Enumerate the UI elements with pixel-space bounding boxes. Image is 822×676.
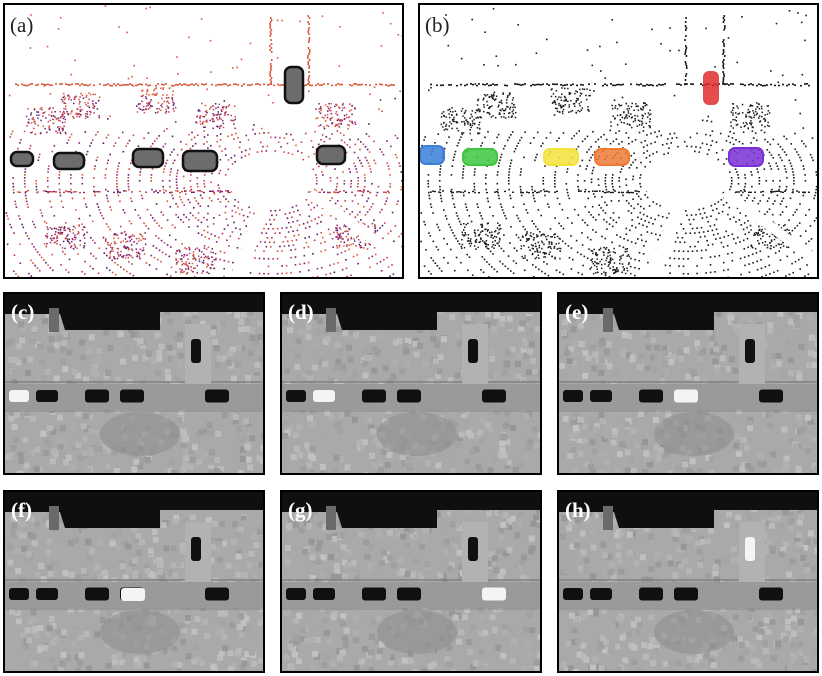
object-outline bbox=[728, 147, 764, 167]
car-mark bbox=[563, 588, 583, 600]
car-mark bbox=[120, 389, 144, 403]
map-image-f bbox=[5, 492, 263, 671]
car-mark bbox=[674, 587, 698, 601]
beam-gap bbox=[720, 190, 817, 267]
car-mark bbox=[563, 390, 583, 402]
pointcloud-segmented bbox=[420, 7, 817, 277]
panel-g-map: (g) bbox=[280, 490, 542, 673]
car-mark bbox=[482, 587, 506, 601]
building-region bbox=[282, 492, 540, 528]
panel-h-map: (h) bbox=[557, 490, 819, 673]
car-mark bbox=[205, 389, 229, 403]
beam-gap bbox=[230, 200, 273, 277]
ego-vehicle-gap bbox=[643, 152, 727, 208]
car-mark bbox=[286, 588, 306, 600]
object-outline bbox=[462, 148, 498, 166]
panel-a-pointcloud: (a) bbox=[3, 3, 404, 279]
object-outline bbox=[543, 148, 579, 166]
panel-label-h: (h) bbox=[565, 498, 591, 522]
point-cloud bbox=[5, 5, 402, 277]
car-mark bbox=[85, 587, 109, 601]
car-mark bbox=[468, 339, 478, 363]
building-region bbox=[282, 294, 540, 330]
car-mark bbox=[313, 390, 335, 402]
car-mark bbox=[85, 389, 109, 403]
building-region bbox=[559, 294, 817, 330]
detection-blob bbox=[283, 65, 305, 105]
car-mark bbox=[362, 587, 386, 601]
car-mark bbox=[362, 389, 386, 403]
car-mark bbox=[759, 389, 783, 403]
ground-pattern bbox=[654, 412, 734, 456]
object-outline bbox=[703, 71, 719, 105]
car-mark bbox=[36, 390, 58, 402]
beam-gap bbox=[305, 190, 402, 267]
ego-vehicle-gap bbox=[228, 152, 312, 208]
object-outline bbox=[594, 148, 630, 166]
panel-label-g: (g) bbox=[288, 498, 313, 522]
panel-label-c: (c) bbox=[11, 300, 35, 324]
car-mark bbox=[745, 339, 755, 363]
car-mark-highlighted bbox=[121, 588, 145, 601]
pole-mark bbox=[326, 308, 336, 332]
ground-pattern bbox=[377, 412, 457, 456]
car-mark bbox=[313, 588, 335, 600]
detection-blob bbox=[181, 149, 219, 173]
panel-e-map: (e) bbox=[557, 292, 819, 475]
car-mark bbox=[590, 390, 612, 402]
panel-label-e: (e) bbox=[565, 300, 589, 324]
detection-blob bbox=[315, 144, 347, 166]
car-mark bbox=[397, 389, 421, 403]
panel-c-map: (c) bbox=[3, 292, 265, 475]
car-mark bbox=[639, 587, 663, 601]
pole-mark bbox=[603, 506, 613, 530]
car-mark bbox=[745, 537, 755, 561]
building-region bbox=[5, 294, 263, 330]
map-image-h bbox=[559, 492, 817, 671]
pole-mark bbox=[326, 506, 336, 530]
building-region bbox=[559, 492, 817, 528]
point-cloud bbox=[420, 7, 817, 277]
panel-d-map: (d) bbox=[280, 292, 542, 475]
car-mark bbox=[9, 588, 29, 600]
map-image-c bbox=[5, 294, 263, 473]
map-image-g bbox=[282, 492, 540, 671]
beam-gap bbox=[645, 200, 688, 277]
ground-pattern bbox=[654, 610, 734, 654]
pole-mark bbox=[49, 308, 59, 332]
object-outline bbox=[420, 145, 445, 165]
car-mark bbox=[191, 537, 201, 561]
ground-pattern bbox=[377, 610, 457, 654]
car-mark bbox=[9, 390, 29, 402]
detection-blob bbox=[131, 147, 165, 169]
car-mark bbox=[590, 588, 612, 600]
car-mark bbox=[205, 587, 229, 601]
car-mark bbox=[468, 537, 478, 561]
building-region bbox=[5, 492, 263, 528]
panel-label-f: (f) bbox=[11, 498, 32, 522]
panel-f-map: (f) bbox=[3, 490, 265, 673]
car-mark bbox=[639, 389, 663, 403]
panel-label-d: (d) bbox=[288, 300, 314, 324]
car-mark bbox=[674, 389, 698, 403]
ground-pattern bbox=[100, 610, 180, 654]
car-mark bbox=[191, 339, 201, 363]
pointcloud-colored bbox=[5, 5, 402, 277]
pole-mark bbox=[49, 506, 59, 530]
panel-label-b: (b) bbox=[425, 13, 450, 37]
pole-mark bbox=[603, 308, 613, 332]
panel-label-a: (a) bbox=[10, 13, 34, 37]
map-image-e bbox=[559, 294, 817, 473]
car-mark bbox=[759, 587, 783, 601]
car-mark bbox=[286, 390, 306, 402]
map-image-d bbox=[282, 294, 540, 473]
detection-blob bbox=[52, 151, 86, 171]
detection-blob bbox=[9, 150, 35, 168]
car-mark bbox=[36, 588, 58, 600]
car-mark bbox=[482, 389, 506, 403]
ground-pattern bbox=[100, 412, 180, 456]
car-mark bbox=[397, 587, 421, 601]
panel-b-pointcloud: (b) bbox=[418, 3, 819, 279]
